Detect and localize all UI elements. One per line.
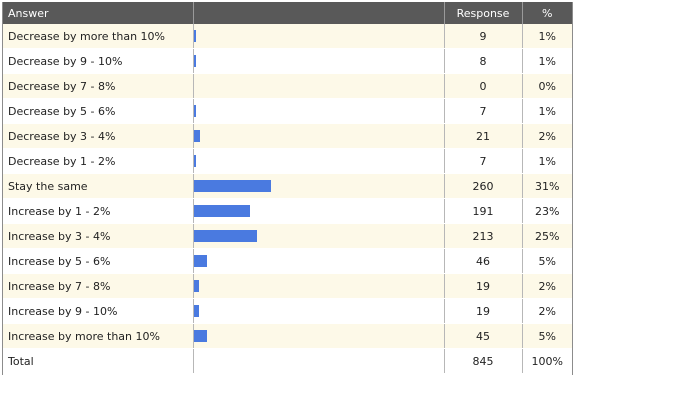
response-bar xyxy=(193,130,200,142)
table-row: Increase by 1 - 2% 191 23% xyxy=(2,198,572,224)
table-row: Increase by 5 - 6% 46 5% xyxy=(2,248,572,274)
total-bar-cell xyxy=(193,348,445,374)
percent-column-header: % xyxy=(522,2,572,24)
response-bar xyxy=(193,330,207,342)
response-cell: 0 xyxy=(444,73,523,99)
answer-cell: Decrease by 1 - 2% xyxy=(2,148,194,174)
table-row: Stay the same 260 31% xyxy=(2,173,572,199)
response-cell: 191 xyxy=(444,198,523,224)
table-body: Decrease by more than 10% 9 1% Decrease by … xyxy=(2,24,572,349)
table-row: Decrease by 3 - 4% 21 2% xyxy=(2,123,572,149)
response-bar xyxy=(193,105,196,117)
total-percent: 100% xyxy=(522,348,572,374)
response-cell: 7 xyxy=(444,148,523,174)
bar-cell xyxy=(193,198,445,224)
answer-cell: Increase by 3 - 4% xyxy=(2,223,194,249)
response-cell: 19 xyxy=(444,273,523,299)
header-row: Answer Response % xyxy=(2,2,572,24)
total-response: 845 xyxy=(444,348,523,374)
answer-cell: Increase by more than 10% xyxy=(2,323,194,349)
bar-cell xyxy=(193,248,445,274)
answer-cell: Increase by 5 - 6% xyxy=(2,248,194,274)
percent-cell: 1% xyxy=(522,148,572,174)
percent-cell: 2% xyxy=(522,123,572,149)
answer-cell: Decrease by more than 10% xyxy=(2,24,194,49)
table-row: Decrease by more than 10% 9 1% xyxy=(2,24,572,49)
bar-cell xyxy=(193,148,445,174)
percent-cell: 31% xyxy=(522,173,572,199)
answer-cell: Stay the same xyxy=(2,173,194,199)
percent-cell: 23% xyxy=(522,198,572,224)
response-cell: 8 xyxy=(444,48,523,74)
table-row: Increase by more than 10% 45 5% xyxy=(2,323,572,349)
bar-cell xyxy=(193,223,445,249)
answer-cell: Increase by 9 - 10% xyxy=(2,298,194,324)
bar-cell xyxy=(193,173,445,199)
bar-cell xyxy=(193,323,445,349)
percent-cell: 1% xyxy=(522,48,572,74)
answer-cell: Decrease by 3 - 4% xyxy=(2,123,194,149)
bar-column-header xyxy=(193,2,445,24)
percent-cell: 25% xyxy=(522,223,572,249)
bar-cell xyxy=(193,273,445,299)
percent-cell: 0% xyxy=(522,73,572,99)
bar-cell xyxy=(193,73,445,99)
answer-cell: Decrease by 5 - 6% xyxy=(2,98,194,124)
total-label: Total xyxy=(2,348,194,374)
table-row: Decrease by 1 - 2% 7 1% xyxy=(2,148,572,174)
response-cell: 7 xyxy=(444,98,523,124)
response-bar xyxy=(193,155,196,167)
answer-cell: Decrease by 7 - 8% xyxy=(2,73,194,99)
table-row: Increase by 7 - 8% 19 2% xyxy=(2,273,572,299)
bar-cell xyxy=(193,298,445,324)
answer-column-header: Answer xyxy=(2,2,194,24)
response-cell: 260 xyxy=(444,173,523,199)
table-row: Decrease by 5 - 6% 7 1% xyxy=(2,98,572,124)
response-column-header: Response xyxy=(444,2,523,24)
response-cell: 213 xyxy=(444,223,523,249)
percent-cell: 2% xyxy=(522,298,572,324)
answer-cell: Decrease by 9 - 10% xyxy=(2,48,194,74)
response-cell: 9 xyxy=(444,24,523,49)
table-row: Decrease by 9 - 10% 8 1% xyxy=(2,48,572,74)
percent-cell: 1% xyxy=(522,24,572,49)
percent-cell: 5% xyxy=(522,323,572,349)
answer-cell: Increase by 1 - 2% xyxy=(2,198,194,224)
table-row: Decrease by 7 - 8% 0 0% xyxy=(2,73,572,99)
response-bar xyxy=(193,55,196,67)
percent-cell: 2% xyxy=(522,273,572,299)
bar-cell xyxy=(193,24,445,49)
bar-cell xyxy=(193,123,445,149)
response-cell: 46 xyxy=(444,248,523,274)
response-bar xyxy=(193,280,200,292)
bar-cell xyxy=(193,48,445,74)
response-cell: 19 xyxy=(444,298,523,324)
answer-cell: Increase by 7 - 8% xyxy=(2,273,194,299)
bar-cell xyxy=(193,98,445,124)
percent-cell: 5% xyxy=(522,248,572,274)
response-cell: 45 xyxy=(444,323,523,349)
response-bar xyxy=(193,305,200,317)
response-bar xyxy=(193,205,251,217)
percent-cell: 1% xyxy=(522,98,572,124)
response-bar xyxy=(193,180,271,192)
response-bar xyxy=(193,30,197,42)
survey-results-table: Answer Response % Decrease by more than … xyxy=(2,2,572,374)
response-bar xyxy=(193,230,257,242)
total-row: Total 845 100% xyxy=(2,348,572,374)
table-row: Increase by 3 - 4% 213 25% xyxy=(2,223,572,249)
response-cell: 21 xyxy=(444,123,523,149)
response-bar xyxy=(193,255,208,267)
table-row: Increase by 9 - 10% 19 2% xyxy=(2,298,572,324)
